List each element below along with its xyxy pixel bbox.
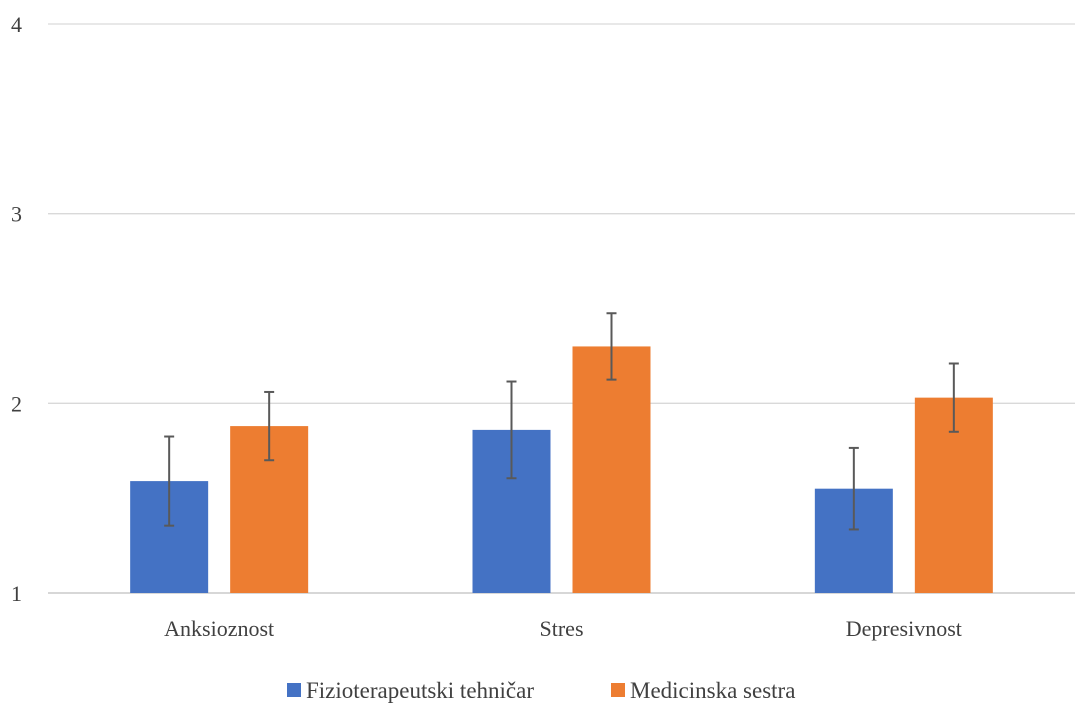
- x-category-label: Stres: [540, 616, 584, 641]
- legend-swatch: [287, 683, 301, 697]
- x-category-label: Depresivnost: [846, 616, 962, 641]
- y-tick-label: 3: [11, 202, 22, 227]
- y-tick-label: 2: [11, 391, 22, 416]
- gridlines: [48, 23, 1075, 594]
- y-tick-label: 1: [11, 581, 22, 606]
- y-axis-ticks: 1 2 3 4: [11, 12, 22, 606]
- bar-medicinska-sestra: [572, 346, 651, 593]
- legend-label: Medicinska sestra: [630, 678, 795, 703]
- x-category-label: Anksioznost: [164, 616, 274, 641]
- x-axis-categories: Anksioznost Stres Depresivnost: [164, 616, 962, 641]
- y-tick-label: 4: [11, 12, 22, 37]
- legend-swatch: [611, 683, 625, 697]
- legend: Fizioterapeutski tehničar Medicinska sest…: [287, 678, 795, 703]
- error-bars: [164, 312, 959, 531]
- bars: [130, 346, 993, 593]
- legend-label: Fizioterapeutski tehničar: [306, 678, 534, 703]
